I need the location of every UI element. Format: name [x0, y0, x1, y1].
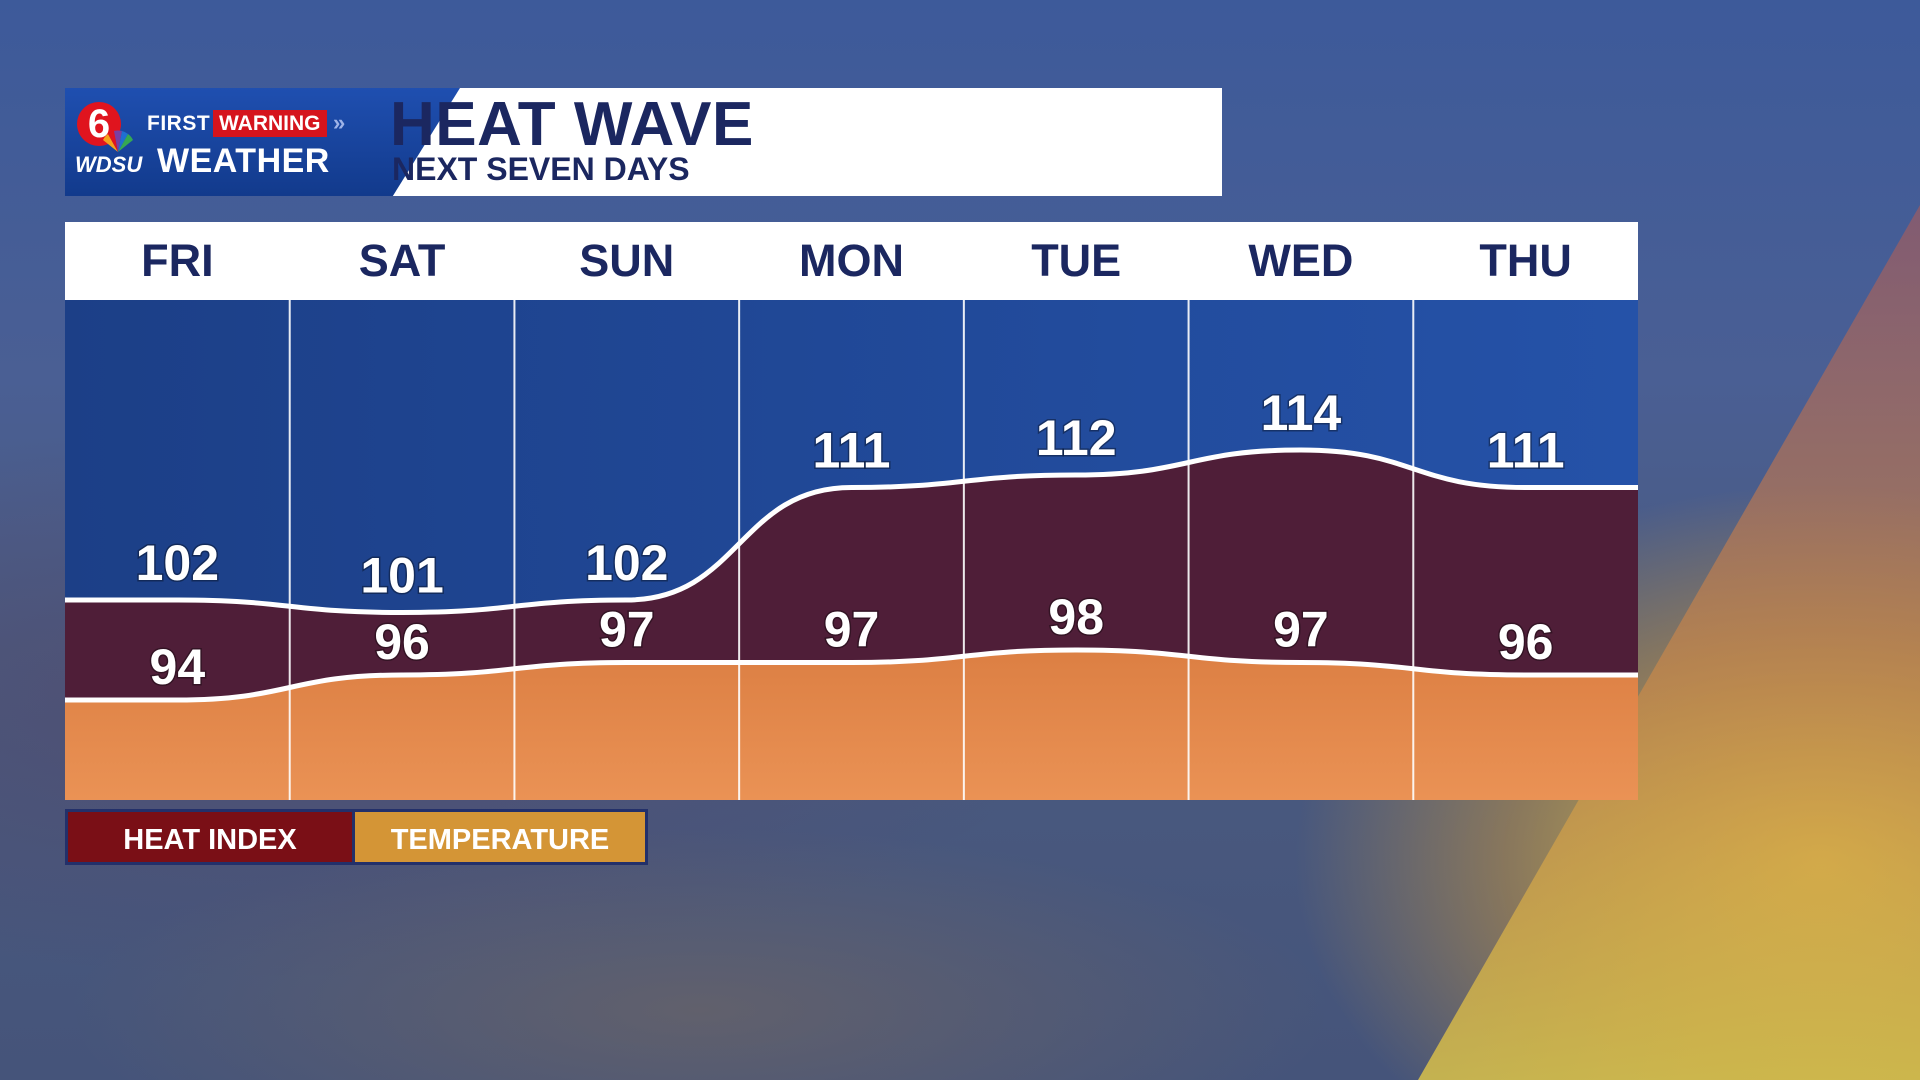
temperature-label: 97: [599, 602, 655, 658]
legend-temperature: TEMPERATURE: [355, 809, 648, 865]
heat-index-label: 114: [1261, 385, 1342, 441]
heat-wave-chart: FRI SAT SUN MON TUE WED THU 102 101 102 111 112 114…: [65, 222, 1638, 800]
station-logo: 6 FIRST WARNING » WDSU WEATHER: [65, 88, 460, 196]
heat-index-line: [65, 447, 1638, 616]
heat-index-label: 111: [813, 423, 891, 479]
day-label-tue: TUE: [1031, 235, 1122, 286]
day-header-row: FRI SAT SUN MON TUE WED THU: [65, 222, 1638, 300]
page-title: HEAT WAVE: [390, 90, 754, 159]
heat-index-label: 101: [360, 548, 443, 604]
logo-weather-text: WEATHER: [157, 142, 330, 180]
temperature-label: 96: [1498, 614, 1554, 670]
day-label-sun: SUN: [579, 235, 675, 286]
chart-plot-area: 102 101 102 111 112 114 111 94 96 97 97 98 97 96: [65, 300, 1638, 800]
logo-first-text: FIRST: [147, 112, 211, 135]
day-label-mon: MON: [798, 235, 904, 286]
day-label-fri: FRI: [141, 235, 214, 286]
legend-heat-index: HEAT INDEX: [65, 809, 355, 865]
heat-index-label: 111: [1487, 423, 1565, 479]
day-label-thu: THU: [1479, 235, 1572, 286]
temperature-label: 97: [1273, 602, 1329, 658]
temperature-label: 96: [374, 614, 430, 670]
temperature-line: [65, 647, 1638, 703]
page-subtitle: NEXT SEVEN DAYS: [392, 151, 690, 187]
chart-svg: 102 101 102 111 112 114 111 94 96 97 97 98 97 96: [65, 300, 1638, 800]
temperature-label: 97: [824, 602, 880, 658]
logo-warning-text: WARNING: [213, 110, 327, 137]
temperature-area: [65, 650, 1638, 800]
chart-legend: HEAT INDEX TEMPERATURE: [65, 809, 648, 865]
header-banner: 6 FIRST WARNING » WDSU WEATHER HEAT WAVE…: [65, 88, 1222, 196]
heat-index-label: 102: [585, 535, 668, 591]
day-label-sat: SAT: [358, 235, 446, 286]
logo-station-call-letters: WDSU: [75, 152, 143, 177]
chevron-right-icon: »: [333, 110, 346, 135]
heat-index-label: 102: [136, 535, 219, 591]
heat-index-label: 112: [1036, 410, 1117, 466]
peacock-icon: [103, 130, 133, 152]
temperature-label: 94: [150, 639, 206, 695]
day-label-wed: WED: [1248, 235, 1354, 286]
temperature-label: 98: [1048, 589, 1104, 645]
